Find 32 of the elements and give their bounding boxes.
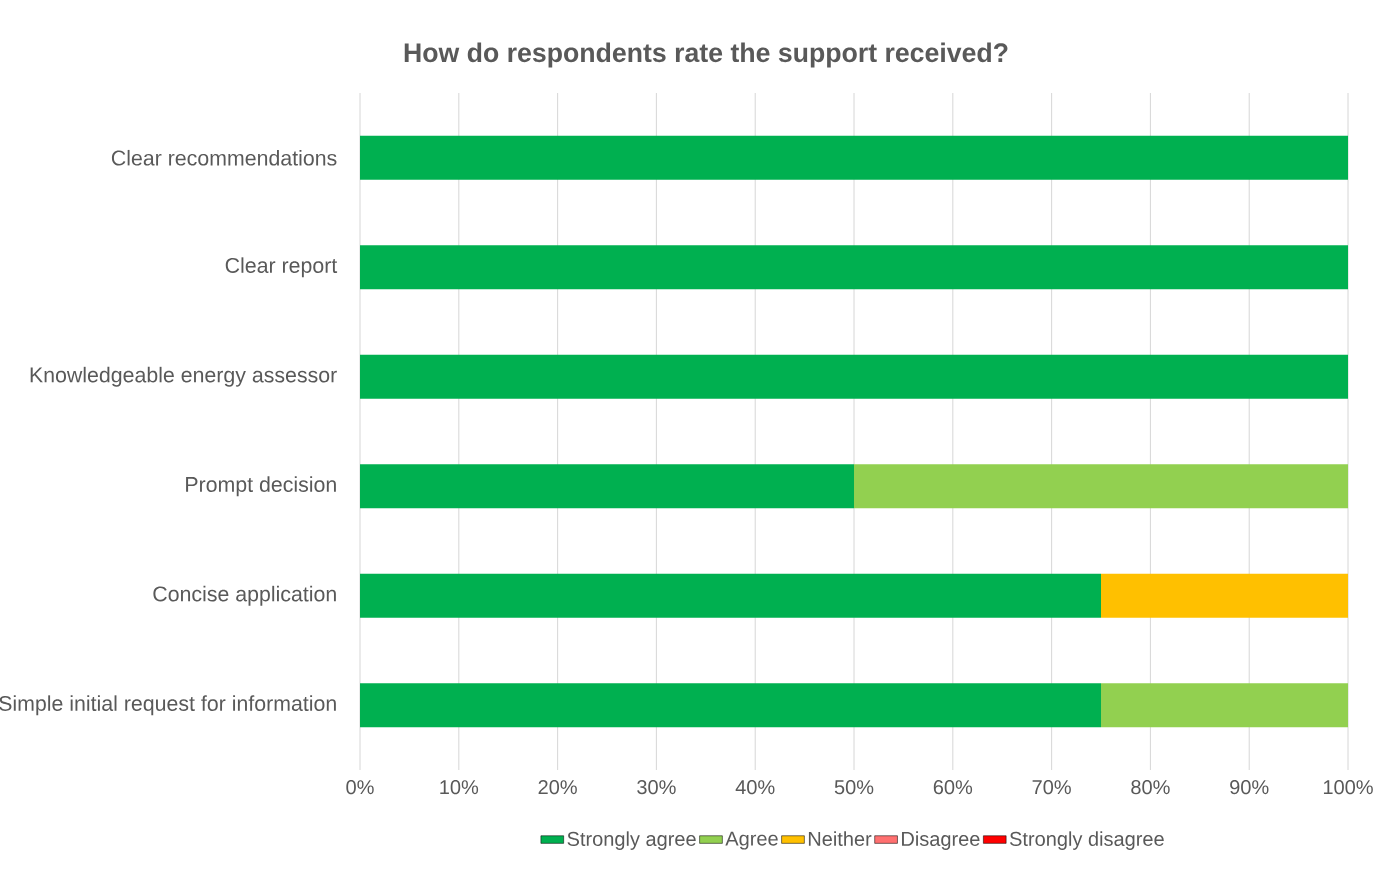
bar — [360, 464, 855, 509]
chart-title: How do respondents rate the support received? — [404, 42, 1008, 68]
x-tick-label: 40% — [735, 780, 775, 795]
bar — [360, 354, 1349, 399]
bar — [360, 573, 1102, 618]
legend-label: Strongly agree — [567, 831, 696, 850]
y-tick-label: Clear recommendations — [111, 149, 337, 166]
bar — [1101, 683, 1349, 728]
x-tick-label: 0% — [346, 780, 374, 795]
x-tick-label: 80% — [1131, 780, 1170, 795]
x-tick-label: 60% — [933, 780, 973, 795]
x-tick-label: 100% — [1323, 780, 1373, 795]
x-tick-label: 20% — [538, 780, 577, 795]
legend-label: Agree — [725, 831, 778, 850]
y-tick-label: Concise application — [153, 585, 336, 606]
x-tick-label: 50% — [834, 780, 874, 795]
legend-label: Neither — [808, 831, 872, 846]
y-tick-label: Simple initial request for information — [0, 695, 336, 716]
bar — [1101, 573, 1349, 618]
legend-label: Strongly disagree — [1009, 831, 1164, 850]
y-tick-label: Clear report — [225, 257, 338, 278]
y-tick-label: Knowledgeable energy assessor — [30, 366, 337, 387]
legend-label: Disagree — [902, 831, 980, 850]
bar — [854, 464, 1349, 509]
x-tick-label: 70% — [1032, 780, 1071, 795]
x-tick-label: 10% — [440, 780, 479, 795]
bar — [360, 245, 1349, 290]
x-tick-label: 90% — [1230, 780, 1269, 795]
x-tick-label: 30% — [637, 780, 676, 795]
bar — [360, 683, 1102, 728]
y-tick-label: Prompt decision — [186, 476, 336, 497]
bar — [360, 135, 1349, 180]
